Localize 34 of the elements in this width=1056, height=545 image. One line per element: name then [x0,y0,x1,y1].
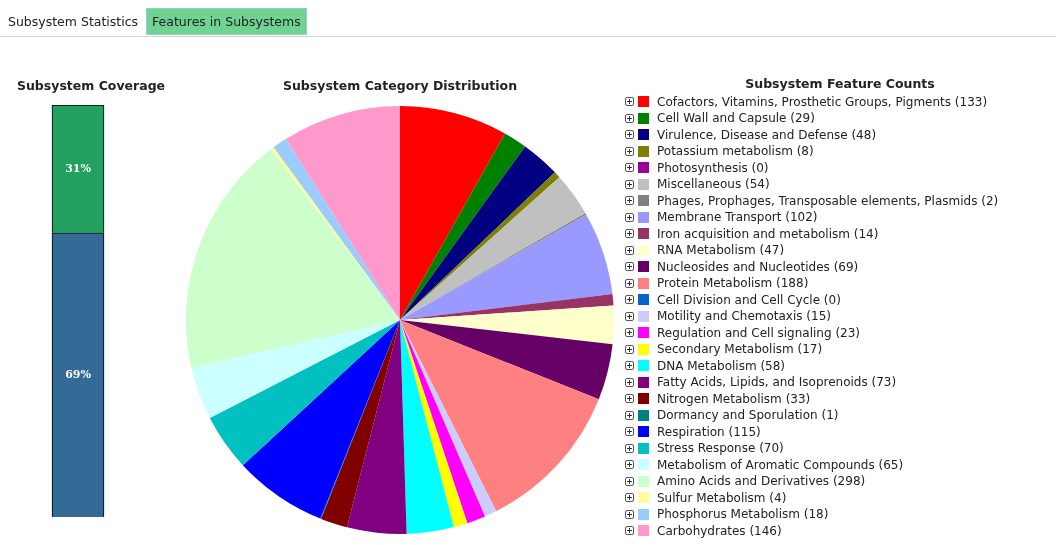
legend-label: Cell Division and Cell Cycle (0) [657,291,841,308]
legend-label: Phages, Prophages, Transposable elements, Plasmids (2) [657,192,999,209]
legend-label: Photosynthesis (0) [657,159,769,176]
legend-label: Regulation and Cell signaling (23) [657,324,861,341]
data-label: 69% [65,367,92,381]
legend-label: Fatty Acids, Lipids, and Isoprenoids (73) [657,374,897,391]
data-label: 31% [65,161,92,175]
legend-title: Subsystem Feature Counts [744,76,936,93]
legend-label: Carbohydrates (146) [657,522,782,539]
legend-label: DNA Metabolism (58) [657,357,786,374]
legend-label: Motility and Chemotaxis (15) [657,308,832,325]
legend-label: Potassium metabolism (8) [657,143,814,160]
legend-label: Dormancy and Sporulation (1) [657,407,839,424]
legend-label: Stress Response (70) [657,440,784,457]
legend-label: Sulfur Metabolism (4) [657,489,787,506]
legend-label: Respiration (115) [657,423,761,440]
legend-label: Membrane Transport (102) [657,209,818,226]
legend-label: Cell Wall and Capsule (29) [657,110,815,127]
chart-title: Subsystem Category Distribution [281,78,519,93]
legend-label: Iron acquisition and metabolism (14) [657,225,879,242]
legend-label: Protein Metabolism (188) [657,275,809,292]
legend-label: Miscellaneous (54) [657,176,770,193]
chart-title: Subsystem Coverage [15,78,167,93]
text: Subsystem Statistics [7,13,140,31]
legend-label: Amino Acids and Derivatives (298) [657,473,866,490]
legend-label: RNA Metabolism (47) [657,242,785,259]
text: Features in Subsystems [146,8,307,35]
legend-label: Nucleosides and Nucleotides (69) [657,258,859,275]
legend-label: Metabolism of Aromatic Compounds (65) [657,456,904,473]
legend-label: Phosphorus Metabolism (18) [657,506,829,523]
legend-label: Virulence, Disease and Defense (48) [657,126,877,143]
legend-label: Nitrogen Metabolism (33) [657,390,811,407]
legend-label: Cofactors, Vitamins, Prosthetic Groups, Pigments (133) [657,93,988,110]
legend-label: Secondary Metabolism (17) [657,341,823,358]
